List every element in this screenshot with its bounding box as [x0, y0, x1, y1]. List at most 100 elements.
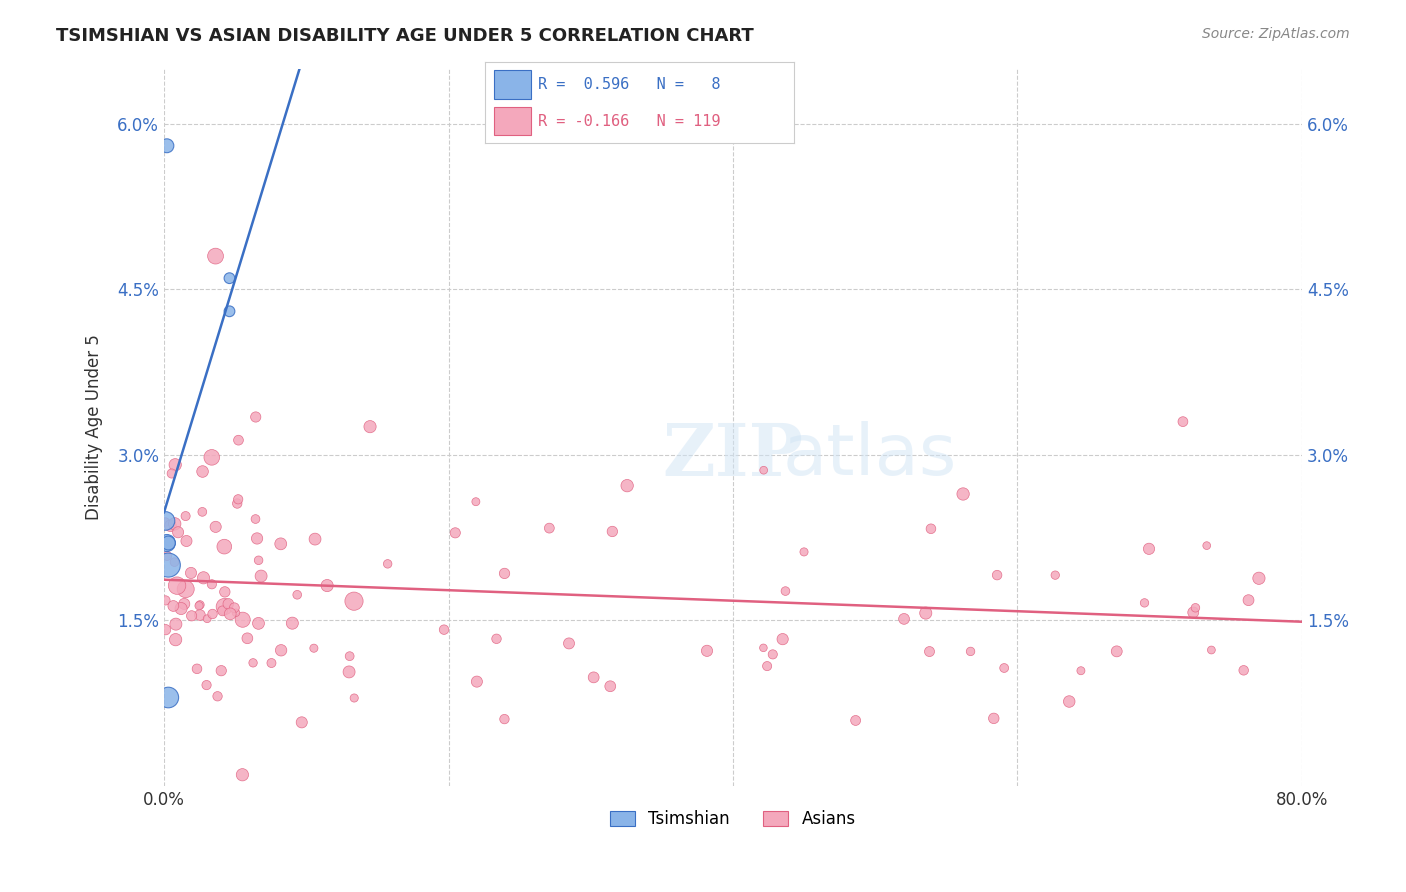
- Point: [1133, 596, 1156, 610]
- Point: [155, 515, 177, 529]
- Point: [582, 670, 605, 684]
- Point: [180, 566, 202, 580]
- Point: [343, 594, 366, 608]
- Text: R = -0.166   N = 119: R = -0.166 N = 119: [537, 113, 720, 128]
- Point: [464, 494, 486, 508]
- Point: [914, 606, 936, 620]
- Point: [214, 585, 236, 599]
- Point: [245, 512, 267, 526]
- Point: [983, 711, 1005, 725]
- Point: [195, 678, 218, 692]
- Point: [270, 537, 292, 551]
- Point: [752, 640, 775, 655]
- Point: [772, 632, 794, 647]
- Point: [1182, 606, 1205, 620]
- Point: [752, 463, 775, 477]
- Point: [211, 604, 233, 618]
- Point: [157, 536, 180, 550]
- Point: [291, 715, 314, 730]
- Point: [201, 577, 224, 591]
- Point: [228, 433, 250, 447]
- Point: [465, 674, 488, 689]
- Point: [163, 516, 186, 531]
- Point: [494, 712, 516, 726]
- Point: [155, 593, 177, 607]
- Point: [156, 138, 179, 153]
- Point: [214, 540, 236, 554]
- Point: [162, 599, 184, 613]
- Point: [163, 555, 186, 569]
- Point: [201, 450, 224, 465]
- Point: [174, 582, 197, 596]
- Point: [155, 514, 177, 528]
- Point: [1057, 694, 1080, 708]
- Point: [217, 597, 239, 611]
- Point: [219, 607, 242, 621]
- Point: [602, 524, 624, 539]
- Point: [893, 612, 915, 626]
- Point: [207, 690, 229, 704]
- Point: [993, 661, 1015, 675]
- Point: [270, 643, 292, 657]
- Bar: [495, 106, 531, 135]
- Point: [191, 465, 214, 479]
- Point: [209, 664, 232, 678]
- Text: ZIP: ZIP: [662, 420, 803, 491]
- Point: [1184, 600, 1206, 615]
- Point: [157, 558, 180, 573]
- Point: [186, 662, 208, 676]
- Point: [250, 569, 273, 583]
- Point: [159, 518, 181, 533]
- Point: [1237, 593, 1260, 607]
- Point: [246, 532, 269, 546]
- Point: [160, 467, 183, 481]
- Point: [1247, 571, 1270, 585]
- Point: [339, 649, 361, 664]
- Point: [247, 616, 270, 631]
- Point: [959, 644, 981, 658]
- Point: [188, 599, 211, 613]
- Point: [920, 522, 942, 536]
- Point: [214, 599, 236, 614]
- Point: [1045, 568, 1067, 582]
- Point: [167, 525, 190, 540]
- Point: [1171, 415, 1194, 429]
- Point: [986, 568, 1008, 582]
- Point: [165, 632, 187, 647]
- Y-axis label: Disability Age Under 5: Disability Age Under 5: [86, 334, 103, 520]
- Point: [359, 419, 381, 434]
- Point: [444, 525, 467, 540]
- Point: [188, 607, 211, 622]
- Bar: [495, 70, 531, 98]
- Point: [1137, 541, 1160, 556]
- Point: [166, 579, 188, 593]
- Point: [281, 616, 304, 631]
- Point: [218, 304, 240, 318]
- Point: [1233, 663, 1256, 677]
- Point: [226, 496, 249, 510]
- Point: [616, 478, 638, 492]
- Point: [242, 656, 264, 670]
- Point: [236, 632, 259, 646]
- Point: [165, 458, 187, 472]
- Point: [193, 571, 215, 585]
- Point: [170, 601, 193, 615]
- Point: [260, 656, 283, 670]
- Point: [188, 598, 211, 612]
- Point: [173, 597, 195, 611]
- Point: [558, 636, 581, 650]
- Point: [775, 584, 797, 599]
- Point: [225, 606, 247, 620]
- Point: [494, 566, 516, 581]
- Text: TSIMSHIAN VS ASIAN DISABILITY AGE UNDER 5 CORRELATION CHART: TSIMSHIAN VS ASIAN DISABILITY AGE UNDER …: [56, 27, 754, 45]
- Point: [157, 690, 180, 705]
- Point: [195, 612, 218, 626]
- Point: [304, 532, 326, 546]
- Point: [756, 659, 779, 673]
- Point: [337, 665, 360, 679]
- Point: [1195, 539, 1218, 553]
- Point: [343, 691, 366, 706]
- Point: [191, 505, 214, 519]
- Point: [538, 521, 561, 535]
- Point: [176, 534, 198, 549]
